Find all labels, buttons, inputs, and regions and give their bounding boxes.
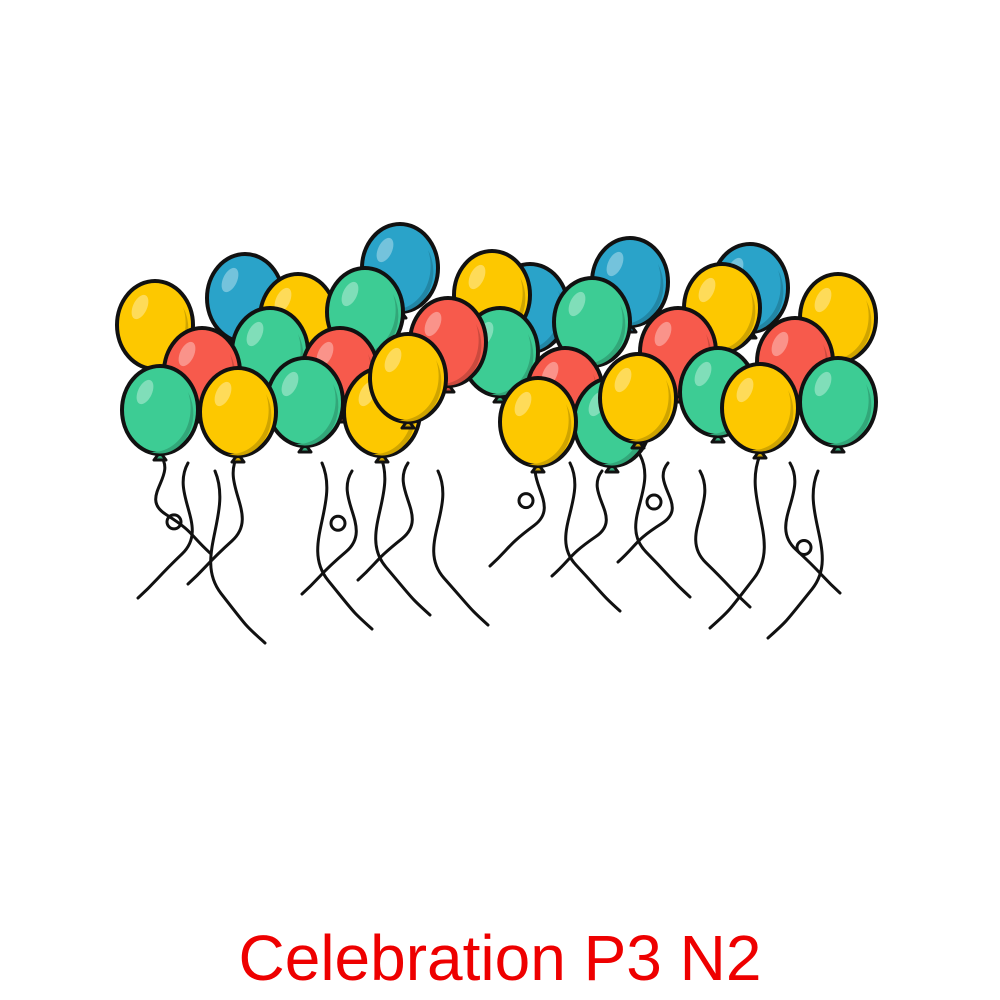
balloon-string xyxy=(708,453,766,630)
balloon-highlight xyxy=(514,391,532,417)
balloon-highlight xyxy=(654,321,672,347)
string-curl xyxy=(645,493,663,511)
balloon-highlight xyxy=(424,311,442,337)
balloon-shadow xyxy=(295,384,339,446)
balloon-green xyxy=(552,276,632,374)
balloon-highlight xyxy=(736,377,754,403)
balloon-shadow xyxy=(628,380,672,442)
balloon-highlight xyxy=(274,287,292,313)
balloon-string xyxy=(634,453,692,599)
balloon-string xyxy=(154,453,212,555)
balloon-yellow xyxy=(720,362,800,460)
balloon-yellow xyxy=(368,332,448,430)
balloon-string xyxy=(488,453,546,568)
balloon-highlight xyxy=(281,371,299,397)
balloon-shadow xyxy=(150,392,194,454)
balloon-highlight xyxy=(614,367,632,393)
balloon-shadow xyxy=(712,290,756,352)
string-curl xyxy=(517,492,535,510)
balloon-body xyxy=(720,362,800,454)
balloon-highlight xyxy=(131,294,149,320)
string-curl xyxy=(795,538,813,556)
balloon-shadow xyxy=(228,394,272,456)
balloon-shadow xyxy=(828,384,872,446)
balloon-yellow xyxy=(198,366,278,464)
balloon-yellow xyxy=(498,376,578,474)
balloon-highlight xyxy=(771,331,789,357)
balloon-highlight xyxy=(698,277,716,303)
balloon-highlight xyxy=(221,267,239,293)
balloon-yellow xyxy=(598,352,678,450)
balloon-body xyxy=(265,356,345,448)
balloon-shadow xyxy=(390,250,434,312)
balloon-green xyxy=(798,356,878,454)
balloon-highlight xyxy=(214,381,232,407)
balloons-group xyxy=(115,222,878,474)
balloon-strings xyxy=(136,453,842,645)
balloon-body xyxy=(798,356,878,448)
balloon-highlight xyxy=(384,347,402,373)
balloon-shadow xyxy=(372,394,416,456)
balloon-string xyxy=(550,469,608,578)
balloon-green xyxy=(265,356,345,454)
balloon-highlight xyxy=(606,251,624,277)
balloon-body xyxy=(368,332,448,424)
balloon-shadow xyxy=(582,304,626,366)
balloon-highlight xyxy=(568,291,586,317)
balloon-string xyxy=(209,469,267,645)
balloon-bunch-icon xyxy=(115,222,878,645)
balloon-shadow xyxy=(438,324,482,386)
balloon-string xyxy=(694,469,752,609)
caption-label: Celebration P3 N2 xyxy=(238,922,762,994)
balloon-string xyxy=(300,469,358,596)
balloon-highlight xyxy=(814,287,832,313)
string-curl xyxy=(165,513,183,531)
balloon-shadow xyxy=(750,390,794,452)
balloon-highlight xyxy=(814,371,832,397)
balloon-string xyxy=(432,469,490,627)
balloon-string xyxy=(316,461,374,631)
balloon-string xyxy=(186,453,244,586)
balloon-highlight xyxy=(341,281,359,307)
balloon-shadow xyxy=(528,404,572,466)
balloon-shadow xyxy=(828,300,872,362)
balloon-highlight xyxy=(468,264,486,290)
balloon-highlight xyxy=(694,361,712,387)
balloon-highlight xyxy=(246,321,264,347)
balloon-string xyxy=(784,461,842,595)
balloon-shadow xyxy=(740,270,784,332)
balloon-string xyxy=(564,461,622,613)
balloon-shadow xyxy=(620,264,664,326)
balloon-highlight xyxy=(178,341,196,367)
balloon-highlight xyxy=(376,237,394,263)
balloon-body xyxy=(198,366,278,458)
balloon-body xyxy=(498,376,578,468)
balloon-string xyxy=(766,469,824,640)
balloon-string xyxy=(136,461,194,600)
balloon-green xyxy=(120,364,200,462)
balloon-shadow xyxy=(398,360,442,422)
balloon-body xyxy=(598,352,678,444)
balloon-string xyxy=(356,461,414,582)
balloon-highlight xyxy=(136,379,154,405)
balloon-shadow xyxy=(602,404,646,466)
balloon-shadow xyxy=(520,290,564,352)
balloon-body xyxy=(120,364,200,456)
balloon-string xyxy=(374,453,432,617)
string-curl xyxy=(329,514,347,532)
balloon-string xyxy=(616,461,674,564)
